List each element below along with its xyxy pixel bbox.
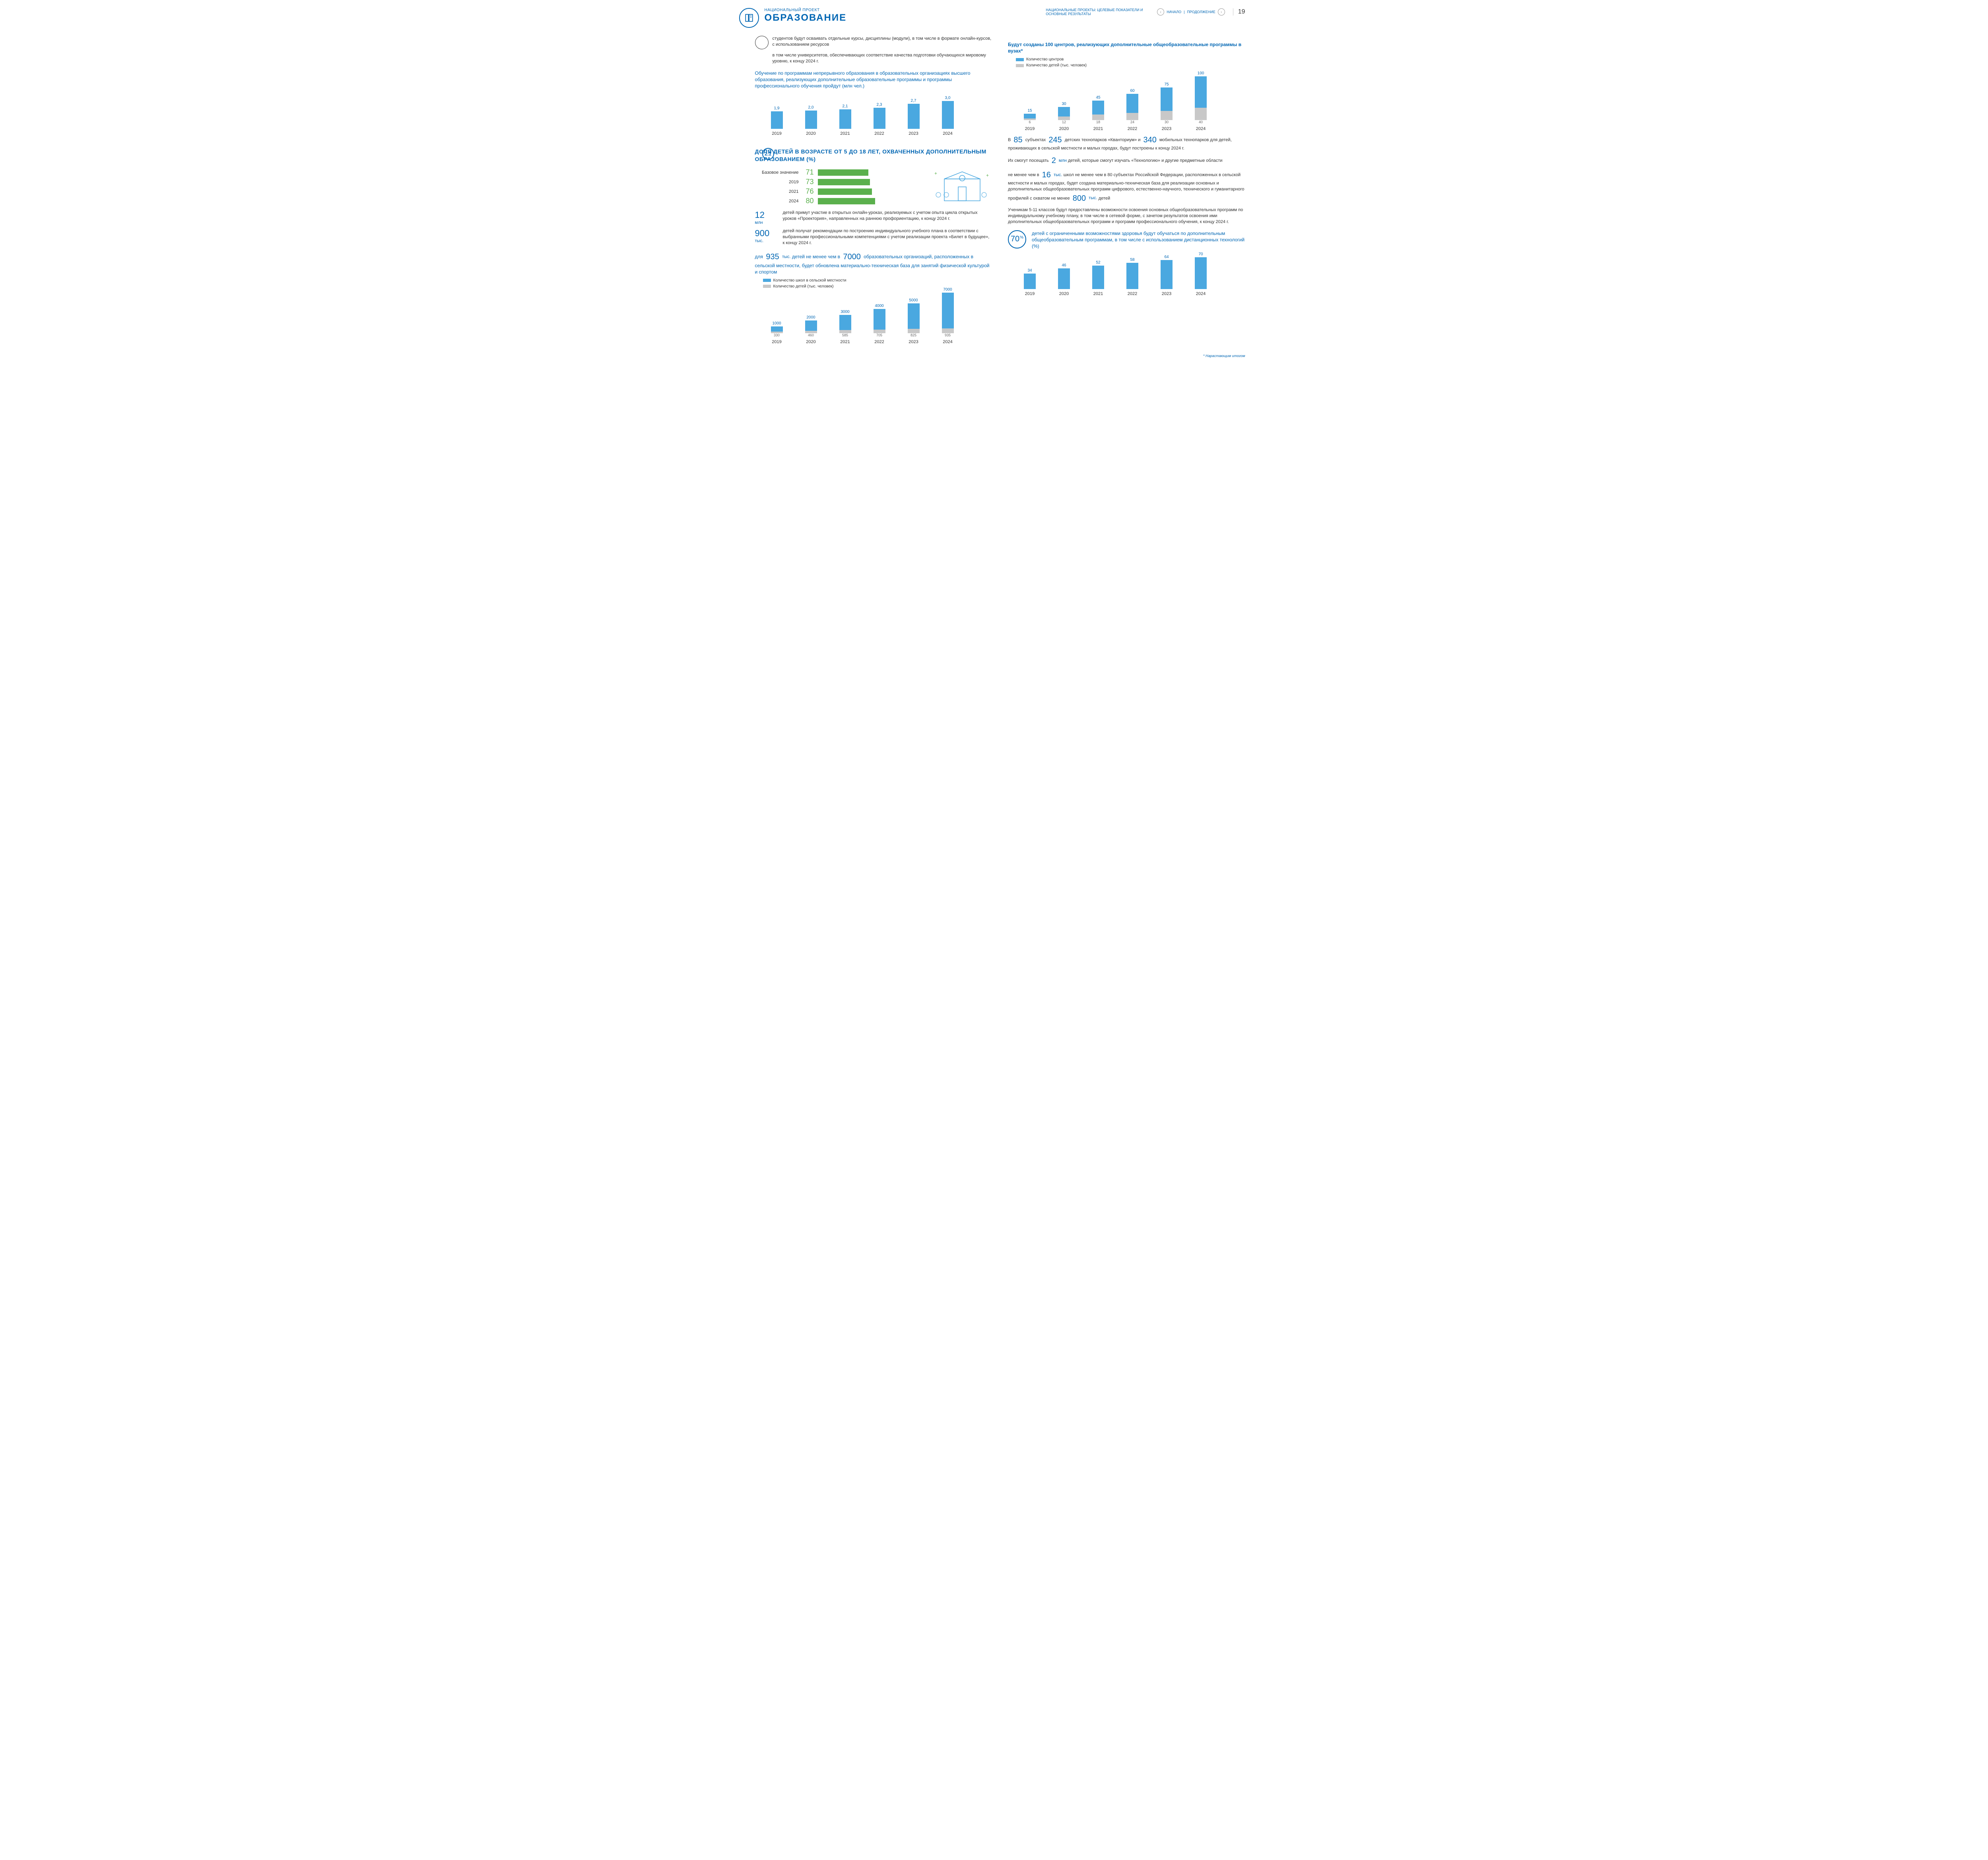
intro-block-2: в том числе университетов, обеспечивающи… <box>755 52 992 64</box>
page-number: 19 <box>1233 8 1245 16</box>
chart4: 342019462020522021582022642023702024 <box>1008 252 1245 296</box>
centers-title: Будут созданы 100 центров, реализующих д… <box>1008 41 1245 54</box>
percent-text: детей с ограниченными возможностями здор… <box>1032 230 1245 250</box>
breadcrumb-text: НАЦИОНАЛЬНЫЕ ПРОЕКТЫ: ЦЕЛЕВЫЕ ПОКАЗАТЕЛИ… <box>1046 8 1149 16</box>
p3u2: тыс. <box>1089 195 1097 201</box>
legend-swatch-blue-2 <box>1016 58 1024 61</box>
sn-1: 935 <box>764 252 780 261</box>
nav-prev-icon[interactable]: ‹ <box>1157 8 1164 16</box>
hbar-chart: Базовое значение71201973202176202480 <box>755 167 921 206</box>
education-icon <box>739 8 759 28</box>
chart3-legend: Количество центров Количество детей (тыс… <box>1016 57 1245 68</box>
footnote: * Нарастающим итогом <box>1203 354 1245 358</box>
big1-val: 12 <box>755 210 779 220</box>
bignum-row-2: 900 тыс. детей получат рекомендации по п… <box>755 228 992 246</box>
percent-unit: % <box>1020 235 1023 240</box>
section-title: ДОЛЯ ДЕТЕЙ В ВОЗРАСТЕ ОТ 5 ДО 18 ЛЕТ, ОХ… <box>755 148 992 163</box>
big1-unit: млн <box>755 220 779 225</box>
p1n3: 340 <box>1142 136 1158 144</box>
intro-text-2: в том числе университетов, обеспечивающи… <box>773 52 992 64</box>
legend-children-2: Количество детей (тыс. человек) <box>1026 63 1087 68</box>
left-column: студентов будут осваивать отдельные курс… <box>755 36 992 346</box>
chart2: 1000330201920004602020300058520214000705… <box>755 293 992 344</box>
p2n: 2 <box>1050 156 1058 165</box>
rhs-p3: не менее чем в 16 тыс. школ не менее чем… <box>1008 169 1245 204</box>
legend-children: Количество детей (тыс. человек) <box>773 284 834 289</box>
big2-val: 900 <box>755 228 779 239</box>
p2b: детей, которые смогут изучать «Технологи… <box>1068 158 1223 163</box>
legend-school: Количество школ в сельской местности <box>773 278 846 283</box>
p1a: В <box>1008 138 1011 142</box>
section-badge: 2.1 <box>762 148 774 160</box>
nav-prev-label[interactable]: НАЧАЛО <box>1167 10 1181 14</box>
percent-val: 70 <box>1011 235 1019 244</box>
right-column: Будут созданы 100 центров, реализующих д… <box>1008 36 1245 346</box>
school-illustration: + + <box>928 167 992 207</box>
p3u: тыс. <box>1054 172 1062 178</box>
header-title: ОБРАЗОВАНИЕ <box>765 12 847 23</box>
p1n2: 245 <box>1047 136 1063 144</box>
bignum-row-1: 12 млн детей примут участие в открытых о… <box>755 210 992 225</box>
st-b: детей не менее чем в <box>792 254 840 259</box>
intro-text-1: студентов будут осваивать отдельные курс… <box>773 36 992 49</box>
header-left: НАЦИОНАЛЬНЫЙ ПРОЕКТ ОБРАЗОВАНИЕ <box>755 8 847 28</box>
svg-text:+: + <box>986 173 989 178</box>
nav-next-label[interactable]: ПРОДОЛЖЕНИЕ <box>1187 10 1215 14</box>
schools-heading: для 935 тыс. детей не менее чем в 7000 о… <box>755 252 992 275</box>
header-right: НАЦИОНАЛЬНЫЕ ПРОЕКТЫ: ЦЕЛЕВЫЕ ПОКАЗАТЕЛИ… <box>1046 8 1245 16</box>
st-a: для <box>755 254 763 259</box>
su-1: тыс. <box>782 254 791 260</box>
chart3: 1562019301220204518202160242022753020231… <box>1008 72 1245 131</box>
p3n2: 800 <box>1071 194 1087 203</box>
hbar-container: Базовое значение71201973202176202480 + + <box>755 167 992 207</box>
big2-text: детей получат рекомендации по построению… <box>783 228 992 246</box>
p3a: не менее чем в <box>1008 173 1039 177</box>
p2a: Их смогут посещать <box>1008 158 1049 163</box>
sn-2: 7000 <box>841 252 862 261</box>
rhs-p4: Ученикам 5-11 классов будут предоставлен… <box>1008 207 1245 225</box>
rhs-p2: Их смогут посещать 2 млн детей, которые … <box>1008 155 1245 166</box>
p3n: 16 <box>1041 171 1052 179</box>
rhs-p1: В 85 субъектах 245 детских технопарков «… <box>1008 134 1245 151</box>
placeholder-circle <box>755 36 769 49</box>
percent-circle: 70 % <box>1008 230 1026 249</box>
chart1: 1,920192,020202,120212,320222,720233,020… <box>755 92 992 136</box>
page-nav: ‹ НАЧАЛО | ПРОДОЛЖЕНИЕ › <box>1157 8 1225 16</box>
p1b: субъектах <box>1025 138 1046 142</box>
legend-swatch-gray <box>763 285 771 288</box>
legend-swatch-blue <box>763 279 771 282</box>
chart1-title: Обучение по программам непрерывного обра… <box>755 70 992 89</box>
intro-block-1: студентов будут осваивать отдельные курс… <box>755 36 992 49</box>
legend-swatch-gray-2 <box>1016 64 1024 67</box>
page-content: студентов будут осваивать отдельные курс… <box>755 36 1245 346</box>
p3c: детей <box>1099 196 1110 200</box>
svg-text:+: + <box>934 171 937 176</box>
p1n1: 85 <box>1012 136 1024 144</box>
nav-next-icon[interactable]: › <box>1218 8 1225 16</box>
big2-unit: тыс. <box>755 239 779 243</box>
big1-text: детей примут участие в открытых онлайн-у… <box>783 210 992 222</box>
header-subtitle: НАЦИОНАЛЬНЫЙ ПРОЕКТ <box>765 8 847 12</box>
legend-centers: Количество центров <box>1026 57 1064 62</box>
header-text: НАЦИОНАЛЬНЫЙ ПРОЕКТ ОБРАЗОВАНИЕ <box>765 8 847 23</box>
p2u: млн <box>1059 158 1067 164</box>
page-header: НАЦИОНАЛЬНЫЙ ПРОЕКТ ОБРАЗОВАНИЕ НАЦИОНАЛ… <box>755 8 1245 28</box>
p1c: детских технопарков «Кванториум» и <box>1065 138 1141 142</box>
percent-row: 70 % детей с ограниченными возможностями… <box>1008 230 1245 250</box>
